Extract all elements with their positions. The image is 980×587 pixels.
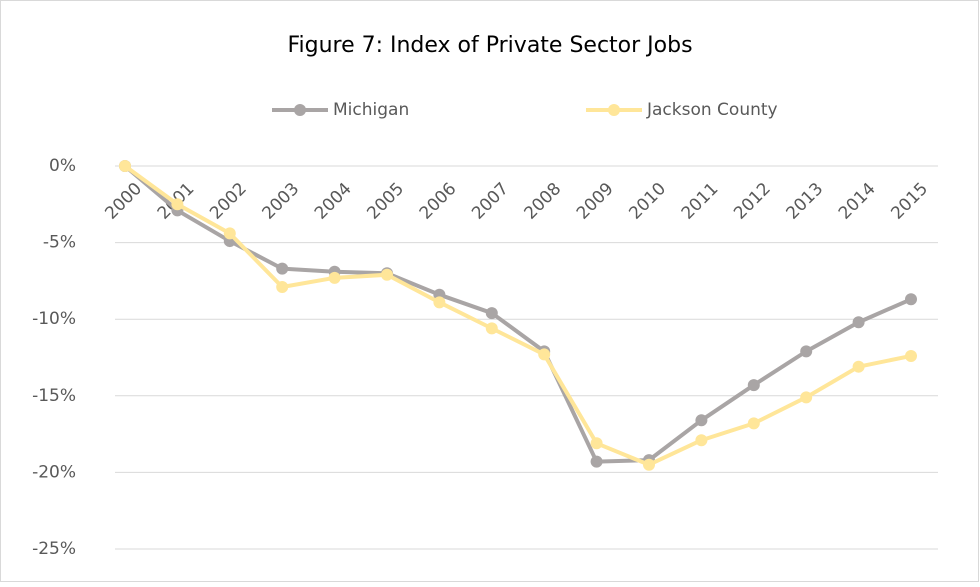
- point: [590, 437, 603, 450]
- y-tick-label: 0%: [49, 156, 76, 176]
- chart-title: Figure 7: Index of Private Sector Jobs: [287, 33, 692, 58]
- point: [590, 455, 603, 468]
- point: [905, 349, 917, 362]
- legend-label: Jackson County: [646, 100, 778, 120]
- point: [276, 262, 289, 275]
- y-tick-label: -15%: [32, 386, 76, 406]
- point: [905, 293, 917, 306]
- point: [328, 271, 341, 284]
- legend-marker: [608, 104, 620, 116]
- point: [695, 414, 708, 427]
- point: [747, 417, 760, 430]
- y-tick-label: -5%: [43, 233, 76, 253]
- point: [485, 322, 498, 335]
- series-line: [123, 164, 912, 467]
- y-tick-label: -20%: [32, 462, 76, 482]
- point: [852, 360, 865, 373]
- series-line: [123, 164, 912, 464]
- point: [276, 281, 289, 294]
- point: [852, 316, 865, 329]
- point: [433, 296, 446, 309]
- legend-marker: [294, 104, 306, 116]
- point: [171, 198, 184, 211]
- point: [747, 379, 760, 392]
- point: [485, 307, 498, 320]
- point: [381, 268, 393, 281]
- point: [643, 458, 655, 471]
- point: [800, 345, 813, 358]
- point: [538, 348, 551, 361]
- y-tick-label: -25%: [32, 539, 76, 559]
- point: [223, 227, 236, 240]
- point: [695, 434, 708, 447]
- legend-label: Michigan: [333, 100, 409, 120]
- y-tick-label: -10%: [32, 309, 76, 329]
- point: [119, 160, 131, 172]
- point: [800, 391, 813, 404]
